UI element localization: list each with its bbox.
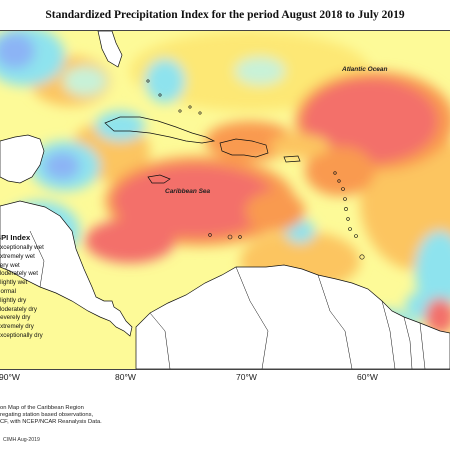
legend-item-moderately-dry: Moderately dry — [0, 305, 37, 313]
spi-map-canvas: Caribbean Sea Atlantic Ocean — [0, 31, 450, 369]
caribbean-sea-label: Caribbean Sea — [165, 188, 211, 195]
jamaica-outline — [147, 174, 171, 184]
map-title: Standardized Precipitation Index for the… — [45, 9, 405, 21]
cuba-outline — [104, 116, 216, 144]
country-borders — [29, 230, 426, 369]
legend-item-moderately-wet: Moderately wet — [0, 270, 38, 278]
land — [0, 31, 450, 369]
legend-item-severely-dry: Severely dry — [0, 314, 31, 322]
puerto-rico-outline — [283, 155, 301, 163]
hispaniola-outline — [219, 138, 269, 158]
central-america-land — [0, 200, 133, 337]
spi-map: Caribbean Sea Atlantic Ocean — [0, 30, 450, 370]
longitude-label-70w: 70°W — [236, 372, 257, 382]
legend-item-exceptionally-dry: Exceptionally dry — [0, 331, 43, 339]
note-line: CF, with NCEP/NCAR Reanalysis Data. — [0, 419, 102, 425]
yucatan-land — [0, 134, 45, 184]
legend-item-exceptionally-wet: Exceptionally wet — [0, 244, 44, 251]
longitude-label-90w: 90°W — [0, 372, 20, 382]
legend-item-normal: Normal — [0, 287, 16, 295]
south-america-land — [135, 264, 450, 369]
legend-title: SPI Index — [0, 233, 31, 242]
legend-item-very-wet: Very wet — [0, 261, 20, 269]
credit-text: CIMH Aug-2019 — [3, 437, 40, 443]
legend-item-extremely-dry: Extremely dry — [0, 323, 34, 331]
note-line: regating station based observations, — [0, 412, 94, 418]
legend-item-slightly-dry: Slightly dry — [0, 296, 27, 304]
longitude-label-80w: 80°W — [115, 372, 136, 382]
map-notes: on Map of the Caribbean Region regating … — [0, 405, 102, 426]
longitude-label-60w: 60°W — [357, 372, 378, 382]
legend-item-extremely-wet: Extremely wet — [0, 252, 35, 260]
atlantic-ocean-label: Atlantic Ocean — [341, 66, 388, 73]
florida-land — [97, 31, 123, 68]
lesser-antilles — [146, 79, 365, 260]
legend-item-slightly-wet: Slightly wet — [0, 279, 28, 287]
note-line: on Map of the Caribbean Region — [0, 405, 84, 411]
spi-legend: SPI Index Exceptionally wet Extremely we… — [0, 233, 56, 341]
